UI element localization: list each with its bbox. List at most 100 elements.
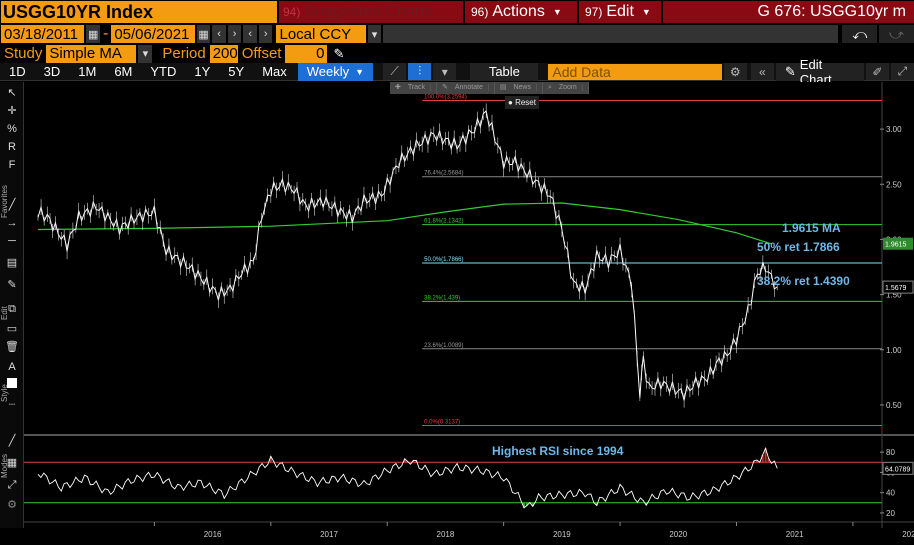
annotate-button[interactable]: ✎ Annotate [437,82,495,94]
news-button[interactable]: ▤ News [495,82,543,94]
price-badge-label: 1.5679 [885,285,907,292]
trendline-icon[interactable]: ╱ [8,199,16,211]
drawing-tools-sidebar: ↖ ✛ % R F Favorites ╱ → ─ ▤ ✎ Edit ⧉ ▭ 🗑… [0,82,24,528]
edit-square-icon[interactable]: ✐ [865,63,889,80]
rsi-y-tick-label: 40 [886,489,895,498]
range-button-5y[interactable]: 5Y [228,64,245,79]
add-data-input[interactable]: Add Data [548,63,722,80]
arrow-icon[interactable]: → [6,217,18,229]
track-button[interactable]: ✚ Track [390,82,438,94]
table-icon[interactable]: ▦ [6,457,18,469]
range-button-max[interactable]: Max [262,64,287,79]
edit-number: 97) [585,5,603,19]
expand-icon[interactable]: ⤢ [890,63,914,80]
crosshair-icon[interactable]: ✛ [7,105,17,117]
ticker-field[interactable]: USGG10YR Index [1,1,277,23]
offset-field[interactable]: 0 [285,44,328,63]
edit-chart-button[interactable]: ✎ Edit Chart [775,57,864,87]
copy-icon[interactable]: ⧉ [8,303,16,315]
pencil-icon: ✎ [784,63,796,79]
range-button-6m[interactable]: 6M [114,64,133,79]
fib-label: 61.8%(2.1342) [424,219,463,225]
bar-chart-icon[interactable]: ⫶ [408,63,432,80]
calendar-icon[interactable]: ▦ [86,25,100,43]
currency-select[interactable]: Local CCY [276,25,366,43]
range-button-1y[interactable]: 1Y [194,64,211,79]
start-date-field[interactable]: 03/18/2011 [1,25,85,43]
range-button-1m[interactable]: 1M [78,64,97,79]
table-button[interactable]: Table [470,62,539,81]
chevron-down-icon: ▼ [355,66,365,77]
reset-label: Reset [515,98,536,107]
chevron-right-icon[interactable]: › [258,25,273,43]
text-icon[interactable]: A [8,361,16,373]
offset-label: Offset [241,45,282,62]
range-button-1d[interactable]: 1D [9,64,26,79]
period-field[interactable]: 200 [209,44,238,63]
fib50-annotation: 50% ret 1.7866 [757,240,840,254]
chevron-down-icon[interactable]: ▾ [138,44,153,63]
end-date-field[interactable]: 05/06/2021 [111,25,195,43]
horizontal-line-icon[interactable]: ─ [8,235,16,247]
line-chart-icon[interactable]: ⟋ [383,63,407,80]
chevron-down-icon[interactable]: ▾ [367,25,382,43]
edit-label: Edit [606,3,634,20]
redo-icon[interactable]: ⤻ [879,25,914,43]
suggested-charts-label: Suggested Charts [304,3,433,20]
rsi-badge [882,461,914,475]
chart-background [24,82,914,545]
chevron-right-icon[interactable]: › [227,25,242,43]
fib-label: 38.2%(1.439) [424,295,460,301]
y-tick-label: 1.50 [886,291,902,300]
date-range-bar: 03/18/2011 ▦ - 05/06/2021 ▦ ‹ › ‹ › Loca… [0,24,914,44]
chart-svg: 3.002.502.001.501.000.502016201720182019… [24,82,914,545]
suggested-charts-button[interactable]: 94) Suggested Charts [279,1,463,23]
news-label: News [508,84,537,91]
expand-icon[interactable]: ⤢ [7,479,17,491]
calendar-icon[interactable]: ▦ [196,25,211,43]
chevron-down-icon: ▼ [552,7,562,17]
line-style-icon[interactable]: ┄ [8,399,16,411]
regression-icon[interactable]: R [8,141,16,153]
channel-icon[interactable]: ▤ [6,257,18,269]
period-label: Period [162,45,206,62]
fibonacci-icon[interactable]: F [8,159,16,171]
collapse-icon[interactable]: « [750,63,774,80]
undo-icon[interactable]: ⤺ [842,25,878,43]
clipboard-icon[interactable]: ▭ [6,323,18,335]
track-label: Track [402,84,432,91]
study-label: Study [4,45,43,62]
x-tick-label: 2022 [902,530,914,539]
gear-icon[interactable]: ⚙ [723,63,747,80]
actions-menu[interactable]: 96) Actions ▼ [465,1,577,23]
trash-icon[interactable]: 🗑 [5,341,19,353]
ma-annotation: 1.9615 MA [782,221,841,235]
x-tick-label: 2016 [204,530,222,539]
chart-mode-toolbar: ✚ Track ✎ Annotate ▤ News ⌕ Zoom [390,82,589,94]
range-button-ytd[interactable]: YTD [150,64,177,79]
empty-field [383,25,839,43]
edit-menu[interactable]: 97) Edit ▼ [579,1,661,23]
page-title: G 676: USGG10yr m [663,1,914,23]
chart-toolbar: 1D 3D 1M 6M YTD 1Y 5Y Max Weekly ▼ ⟋ ⫶ ▾ Table … [0,57,914,87]
range-button-3d[interactable]: 3D [43,64,61,79]
rsi-y-tick-label: 20 [886,509,895,518]
reset-button[interactable]: ● Reset [505,96,539,109]
percent-icon[interactable]: % [7,123,17,135]
price-line [37,109,778,401]
chevron-left-icon[interactable]: ‹ [243,25,257,43]
study-select[interactable]: Simple MA [46,44,137,63]
chevron-down-icon[interactable]: ▾ [433,63,457,80]
chevron-left-icon[interactable]: ‹ [212,25,226,43]
title-bar: USGG10YR Index 94) Suggested Charts 96) … [0,0,914,24]
pencil-icon[interactable]: ✎ [333,45,345,61]
cursor-icon[interactable]: ↖ [7,87,17,99]
actions-number: 96) [471,5,489,19]
zoom-button[interactable]: ⌕ Zoom [543,82,589,94]
brush-icon[interactable]: ╱ [8,435,16,447]
fib382-annotation: 38.2% ret 1.4390 [757,274,850,288]
color-swatch-white[interactable] [7,378,17,388]
settings-icon[interactable]: ⚙ [7,499,17,511]
brush-icon[interactable]: ✎ [7,279,17,291]
frequency-select[interactable]: Weekly ▼ [297,62,374,81]
